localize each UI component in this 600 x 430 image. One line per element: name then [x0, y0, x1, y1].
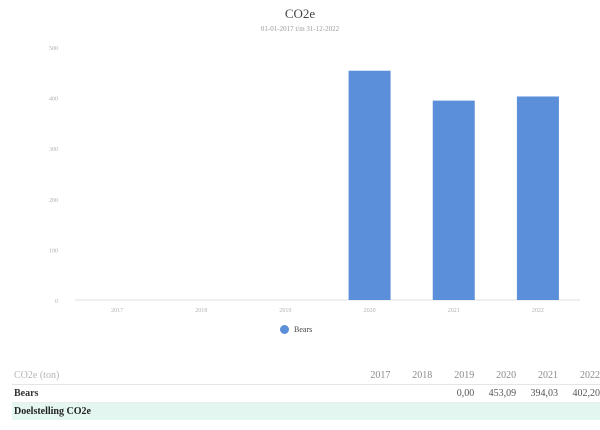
y-tick-label: 200 — [49, 198, 58, 204]
year-header: 2018 — [412, 370, 433, 381]
table-cell: 394,03 — [530, 388, 559, 399]
year-header: 2019 — [454, 370, 475, 381]
year-header: 2022 — [579, 370, 600, 381]
y-tick-label: 0 — [55, 299, 58, 305]
chart-subtitle: 01-01-2017 t/m 31-12-2022 — [260, 25, 340, 33]
x-tick-label: 2018 — [195, 308, 207, 314]
table-header-row: CO2e (ton) 2017 2018 2019 2020 2021 2022 — [12, 367, 600, 385]
y-tick-label: 100 — [49, 248, 58, 254]
y-tick-label: 300 — [49, 147, 58, 153]
chart-legend[interactable]: Bears — [280, 325, 312, 334]
year-header: 2020 — [496, 370, 517, 381]
x-tick-label: 2020 — [364, 308, 376, 314]
y-tick-label: 500 — [49, 46, 58, 52]
bar — [432, 100, 475, 300]
y-tick-label: 400 — [49, 97, 58, 103]
table-header-label: CO2e (ton) — [14, 370, 60, 381]
x-tick-label: 2017 — [111, 308, 123, 314]
bar — [516, 96, 559, 300]
table-cell: 0,00 — [456, 388, 475, 399]
table-cell: 402,20 — [572, 388, 600, 399]
data-table: CO2e (ton) 2017 2018 2019 2020 2021 2022… — [12, 367, 600, 420]
x-tick-label: 2022 — [532, 308, 544, 314]
year-header: 2021 — [538, 370, 559, 381]
bar — [348, 70, 391, 301]
chart-title: CO2e — [284, 6, 316, 21]
year-header: 2017 — [370, 370, 391, 381]
legend-marker-icon — [280, 325, 289, 334]
table-row-bears: Bears 0,00 453,09 394,03 402,20 — [12, 385, 600, 403]
row-label: Doelstelling CO2e — [14, 406, 91, 417]
x-tick-label: 2021 — [448, 308, 460, 314]
table-cell: 453,09 — [488, 388, 517, 399]
legend-label: Bears — [294, 325, 313, 334]
table-row-doelstelling: Doelstelling CO2e — [12, 403, 600, 420]
bar-chart: 0 100 200 300 400 500 2017 2018 2019 2020 2021 2022 — [49, 46, 580, 314]
row-label: Bears — [14, 388, 39, 399]
x-tick-label: 2019 — [279, 308, 291, 314]
